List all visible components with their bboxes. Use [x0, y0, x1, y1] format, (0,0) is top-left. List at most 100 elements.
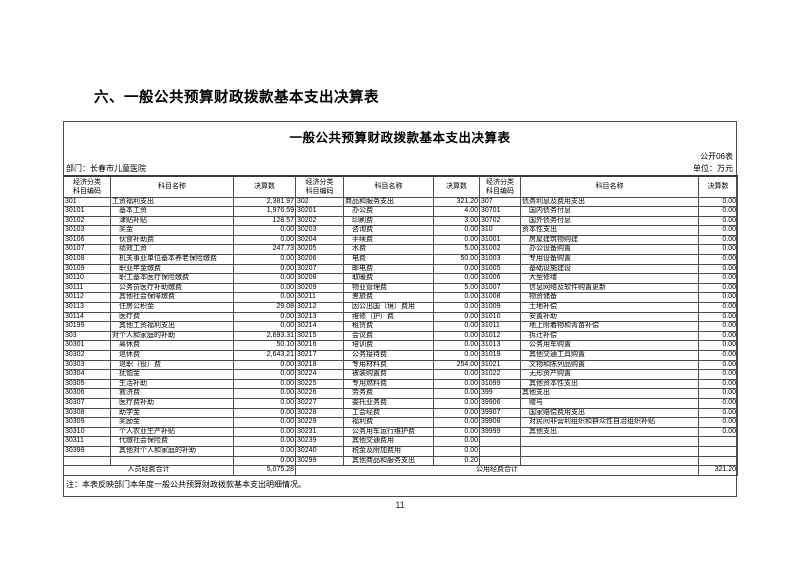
name-cell: 对民间非营利组织和群众性自治组织补贴 [520, 417, 699, 428]
table-row: 30307 医疗费补助 0.00 30227 委托业务费 0.00 39906 赠与 0.… [63, 397, 738, 409]
code-cell: 30213 [295, 311, 344, 323]
code-cell: 31009 [479, 302, 521, 313]
name-cell: 离休费 [110, 340, 234, 351]
value-cell: 2,693.31 [233, 330, 296, 342]
name-cell [520, 455, 699, 467]
code-cell: 30113 [63, 302, 111, 313]
code-cell: 30224 [295, 369, 344, 380]
code-cell: 31013 [479, 340, 521, 351]
code-cell: 39906 [479, 397, 521, 409]
name-cell: 信息网络及软件购置更新 [520, 282, 699, 294]
code-cell: 302 [295, 196, 344, 208]
value-cell: 0.00 [233, 369, 296, 380]
code-cell: 30199 [63, 321, 111, 332]
name-cell: 绩效工资 [110, 244, 234, 256]
code-cell: 30109 [63, 263, 111, 275]
code-cell: 30204 [295, 234, 344, 246]
value-cell: 0.00 [233, 378, 296, 390]
value-cell: 0.00 [433, 321, 480, 332]
table-row: 30309 奖励金 0.00 30229 福利费 0.00 39908 对民间非营利组织… [63, 417, 738, 428]
public-total-value: 321.20 [698, 465, 738, 476]
code-cell: 307 [479, 196, 521, 208]
name-cell: 邮电费 [343, 263, 434, 275]
code-cell: 30103 [63, 225, 111, 236]
code-cell: 30399 [63, 445, 111, 457]
value-cell: 247.73 [233, 244, 296, 256]
page-number: 11 [395, 500, 405, 510]
value-cell: 0.00 [698, 350, 738, 361]
name-cell: 公务用车购置 [520, 340, 699, 351]
code-cell: 30310 [63, 426, 111, 438]
name-cell: 委托业务费 [343, 397, 434, 409]
code-cell [479, 455, 521, 467]
header-code-2: 经济分类 科目编码 [295, 175, 344, 198]
code-cell: 30218 [295, 359, 344, 371]
code-cell: 39999 [479, 426, 521, 438]
value-cell: 321.20 [433, 196, 480, 208]
code-cell: 30225 [295, 378, 344, 390]
code-cell: 31003 [479, 254, 521, 265]
name-cell: 国内债务付息 [520, 206, 699, 217]
name-cell: 水费 [343, 244, 434, 256]
name-cell: 抚恤金 [110, 369, 234, 380]
table-row: 30108 机关事业单位基本养老保险缴费 0.00 30206 电费 50.00 310… [63, 254, 738, 265]
value-cell: 0.00 [698, 426, 738, 438]
table-row: 30112 其他社会保障缴费 0.00 30211 差旅费 0.00 31008 物资储… [63, 292, 738, 304]
report-sheet: 一般公共预算财政拨款基本支出决算表 公开06表 部门：长春市儿童医院 单位：万元… [63, 121, 738, 497]
code-cell: 30228 [295, 407, 344, 419]
code-cell: 30106 [63, 234, 111, 246]
table-row: 30109 职业年金缴费 0.00 30207 邮电费 0.00 31005 基础设施建… [63, 263, 738, 275]
value-cell: 0.00 [433, 436, 480, 447]
name-cell: 培训费 [343, 340, 434, 351]
value-cell: 0.00 [433, 378, 480, 390]
header-row: 经济分类 科目编码 科目名称 决算数 经济分类 科目编码 科目名称 决算数 经济… [63, 175, 738, 198]
table-row: 30310 个人农业生产补贴 0.00 30231 公务用车运行维护费 0.00 399… [63, 426, 738, 438]
value-cell: 0.00 [433, 426, 480, 438]
totals-row: 人员经费合计 5,075.28 公用经费合计 321.20 [63, 465, 738, 476]
name-cell: 国外债务付息 [520, 215, 699, 227]
value-cell: 0.00 [233, 225, 296, 236]
name-cell: 被装购置费 [343, 369, 434, 380]
name-cell: 其他支出 [520, 426, 699, 438]
value-cell: 5.00 [433, 244, 480, 256]
code-cell: 30201 [295, 206, 344, 217]
table-row: 303 对个人和家庭的补助 2,693.31 30215 会议费 0.00 31012 拆… [63, 330, 738, 342]
code-cell: 30112 [63, 292, 111, 304]
name-cell: 国家赔偿费用支出 [520, 407, 699, 419]
code-cell: 30240 [295, 445, 344, 457]
code-cell: 30299 [295, 455, 344, 467]
value-cell: 0.00 [698, 378, 738, 390]
code-cell: 31006 [479, 273, 521, 284]
name-cell: 其他支出 [520, 388, 699, 399]
unit-label: 单位：万元 [693, 164, 733, 173]
name-cell: 维修（护）费 [343, 311, 434, 323]
code-cell: 30229 [295, 417, 344, 428]
name-cell: 工资福利支出 [110, 196, 234, 208]
name-cell: 代缴社会保险费 [110, 436, 234, 447]
table-row: 30303 退职（役）费 0.00 30218 专用材料费 254.00 31021 文… [63, 359, 738, 371]
name-cell: 物资储备 [520, 292, 699, 304]
value-cell: 0.00 [433, 292, 480, 304]
value-cell: 0.00 [233, 254, 296, 265]
name-cell: 其他社会保障缴费 [110, 292, 234, 304]
value-cell: 0.00 [433, 397, 480, 409]
code-cell: 30209 [295, 282, 344, 294]
name-cell: 住房公积金 [110, 302, 234, 313]
code-cell: 31011 [479, 321, 521, 332]
code-cell: 303 [63, 330, 111, 342]
code-cell: 301 [63, 196, 111, 208]
value-cell: 1,976.59 [233, 206, 296, 217]
name-cell: 基本工资 [110, 206, 234, 217]
value-cell: 0.00 [233, 445, 296, 457]
table-header: 经济分类 科目编码 科目名称 决算数 经济分类 科目编码 科目名称 决算数 经济… [63, 175, 738, 198]
value-cell: 128.57 [233, 215, 296, 227]
table-row: 30113 住房公积金 29.08 30212 因公出国（境）费用 0.00 31009… [63, 302, 738, 313]
code-cell: 30311 [63, 436, 111, 447]
value-cell: 0.00 [433, 407, 480, 419]
code-cell: 30202 [295, 215, 344, 227]
value-cell: 0.00 [433, 234, 480, 246]
personnel-total-label: 人员经费合计 [63, 465, 234, 476]
table-row: 30110 职工基本医疗保险缴费 0.00 30208 取暖费 0.00 31006 大… [63, 273, 738, 284]
code-cell: 30309 [63, 417, 111, 428]
value-cell: 2,643.21 [233, 350, 296, 361]
